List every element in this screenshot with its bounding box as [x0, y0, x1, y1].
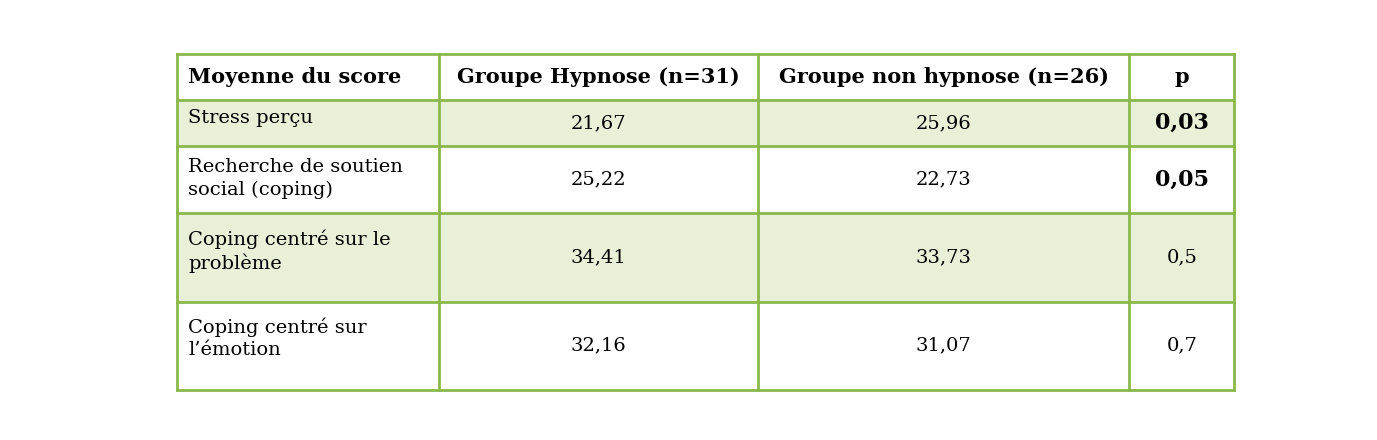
Text: Recherche de soutien
social (coping): Recherche de soutien social (coping) — [189, 158, 403, 199]
Bar — [439, 100, 757, 146]
Bar — [439, 301, 757, 390]
Bar — [178, 301, 439, 390]
Text: Coping centré sur le
problème: Coping centré sur le problème — [189, 229, 391, 273]
Text: 0,7: 0,7 — [1166, 337, 1197, 355]
Bar — [439, 213, 757, 301]
Bar — [757, 301, 1129, 390]
Text: Groupe non hypnose (n=26): Groupe non hypnose (n=26) — [779, 67, 1108, 88]
Bar — [1129, 55, 1234, 100]
Bar — [1129, 301, 1234, 390]
Bar — [1129, 146, 1234, 213]
Text: 21,67: 21,67 — [570, 114, 627, 132]
Text: Groupe Hypnose (n=31): Groupe Hypnose (n=31) — [457, 67, 739, 88]
Bar — [757, 146, 1129, 213]
Text: 32,16: 32,16 — [570, 337, 627, 355]
Bar — [757, 55, 1129, 100]
Text: 0,03: 0,03 — [1155, 112, 1209, 134]
Text: 31,07: 31,07 — [916, 337, 972, 355]
Text: Coping centré sur
l’émotion: Coping centré sur l’émotion — [189, 318, 366, 359]
Text: 34,41: 34,41 — [570, 249, 627, 266]
Bar — [178, 213, 439, 301]
Bar — [1129, 100, 1234, 146]
Text: 0,5: 0,5 — [1166, 249, 1197, 266]
Bar — [757, 100, 1129, 146]
Text: 33,73: 33,73 — [916, 249, 972, 266]
Text: 25,22: 25,22 — [570, 171, 627, 189]
Text: Moyenne du score: Moyenne du score — [189, 67, 401, 88]
Text: Stress perçu: Stress perçu — [189, 109, 313, 127]
Bar — [178, 146, 439, 213]
Bar — [178, 100, 439, 146]
Bar — [1129, 213, 1234, 301]
Text: 25,96: 25,96 — [916, 114, 972, 132]
Text: 0,05: 0,05 — [1155, 169, 1209, 191]
Bar — [757, 213, 1129, 301]
Bar — [178, 55, 439, 100]
Text: 22,73: 22,73 — [916, 171, 972, 189]
Bar — [439, 55, 757, 100]
Bar — [439, 146, 757, 213]
Text: p: p — [1175, 67, 1188, 88]
